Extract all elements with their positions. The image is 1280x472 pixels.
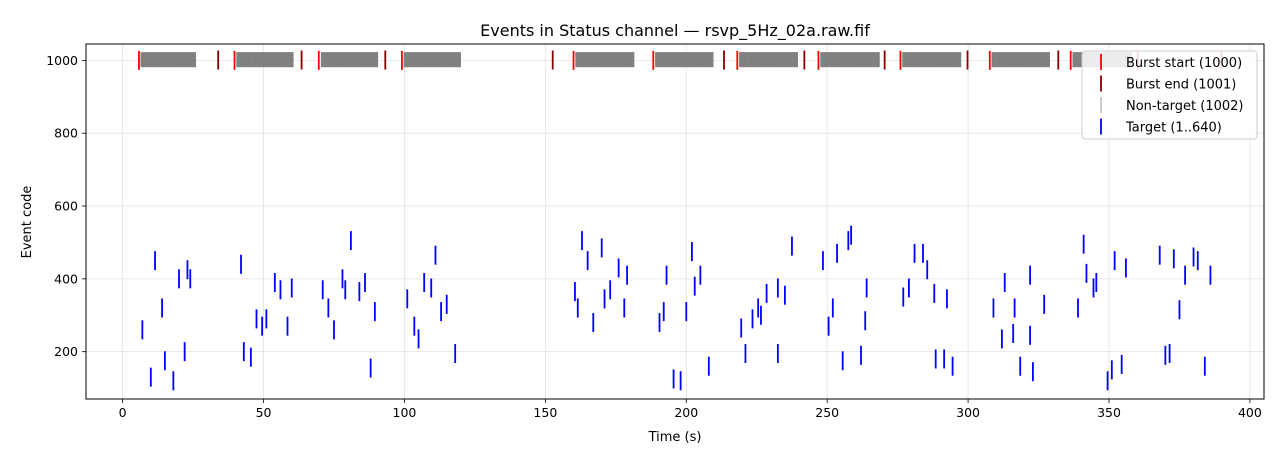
x-tick-label: 400 [1238, 405, 1262, 420]
x-tick-label: 100 [393, 405, 417, 420]
legend-label: Burst start (1000) [1126, 56, 1242, 71]
legend: Burst start (1000) Burst end (1001) Non-ta… [1081, 50, 1258, 140]
y-tick-label: 800 [54, 126, 78, 141]
y-axis: 200 400 600 800 1000 [46, 53, 86, 359]
x-axis-label: Time (s) [648, 430, 702, 445]
x-axis: 0 50 100 150 200 250 300 350 400 [119, 399, 1262, 420]
x-tick-label: 200 [674, 405, 698, 420]
legend-label: Burst end (1001) [1126, 78, 1236, 93]
y-axis-label: Event code [20, 186, 35, 259]
chart-title: Events in Status channel — rsvp_5Hz_02a.… [480, 21, 870, 41]
plot-frame [85, 43, 1265, 400]
y-tick-label: 1000 [46, 53, 78, 68]
legend-label: Target (1..640) [1125, 121, 1222, 136]
legend-label: Non-target (1002) [1126, 99, 1244, 114]
y-tick-label: 200 [54, 344, 78, 359]
x-tick-label: 50 [256, 405, 272, 420]
x-tick-label: 0 [119, 405, 127, 420]
x-tick-label: 350 [1097, 405, 1121, 420]
x-tick-label: 300 [956, 405, 980, 420]
legend-box [1081, 50, 1258, 140]
y-tick-label: 600 [54, 199, 78, 214]
x-tick-label: 150 [533, 405, 557, 420]
target-events [141, 225, 1212, 391]
x-tick-label: 250 [815, 405, 839, 420]
y-tick-label: 400 [54, 271, 78, 286]
